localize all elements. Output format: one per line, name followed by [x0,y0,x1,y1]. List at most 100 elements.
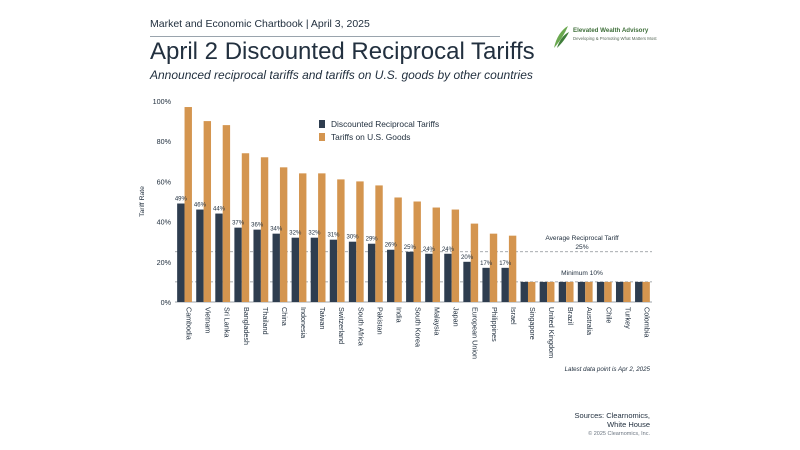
bar-tariffs-on-us-goods [451,209,460,302]
bar-discounted [635,281,643,302]
bar-tariffs-on-us-goods [527,281,536,302]
y-axis-label: Tariff Rate [139,186,146,217]
x-tick-label: Sri Lanka [223,307,232,337]
bar-data-label: 36% [251,223,264,229]
bar-tariffs-on-us-goods [222,125,231,303]
bar-data-label: 49% [175,197,188,203]
bar-data-label: 46% [194,203,207,209]
legend-swatch-discounted [319,120,325,128]
bar-tariffs-on-us-goods [241,153,250,302]
x-tick-label: Japan [452,307,461,327]
bar-discounted [272,233,280,302]
latest-data-note: Latest data point is Apr 2, 2025 [564,366,650,373]
bar-discounted [387,249,395,302]
bar-tariffs-on-us-goods [203,121,212,302]
logo-name: Elevated Wealth Advisory [573,27,649,34]
reference-line-label: Average Reciprocal Tariff [545,235,618,242]
bar-data-label: 17% [499,261,512,267]
bar-discounted [539,281,548,302]
x-tick-label: Cambodia [185,307,194,340]
bar-discounted [329,239,338,302]
bar-tariffs-on-us-goods [184,107,192,302]
x-tick-label: South Africa [356,307,365,346]
x-tick-label: Turkey [623,307,632,329]
bar-discounted [234,227,242,302]
bar-tariffs-on-us-goods [375,185,383,302]
reference-line-label: Minimum 10% [561,270,603,277]
x-tick-label: Malaysia [433,307,442,335]
page-subtitle: Announced reciprocal tariffs and tariffs… [150,68,533,82]
bar-data-label: 25% [404,245,417,251]
bar-discounted [596,281,605,302]
x-tick-label: Israel [509,307,518,325]
bar-data-label: 31% [327,233,340,239]
bar-discounted [444,253,452,302]
bar-data-label: 44% [213,207,226,213]
bar-tariffs-on-us-goods [279,167,288,302]
bar-tariffs-on-us-goods [547,281,555,302]
x-tick-label: China [280,307,289,326]
bar-tariffs-on-us-goods [299,173,307,302]
x-tick-label: Pakistan [375,307,384,335]
reference-line-value: 25% [575,244,588,251]
bar-data-label: 32% [289,231,302,237]
x-tick-label: United Kingdom [547,307,556,358]
bar-data-label: 29% [366,237,379,243]
x-tick-label: Bangladesh [242,307,251,345]
bar-discounted [253,229,261,302]
legend-label-discounted: Discounted Reciprocal Tariffs [331,119,439,129]
leaf-icon [554,26,569,48]
bar-tariffs-on-us-goods [566,281,574,302]
bar-discounted [177,203,185,302]
x-tick-label: Switzerland [337,307,346,344]
x-tick-label: Colombia [642,307,651,337]
bar-discounted [558,281,567,302]
x-tick-label: Indonesia [299,307,308,338]
bar-tariffs-on-us-goods [318,173,326,302]
bar-data-label: 30% [347,235,360,241]
x-tick-label: South Korea [414,307,423,347]
header-divider [150,36,500,37]
bar-tariffs-on-us-goods [585,281,593,302]
bar-discounted [310,237,319,302]
page-title: April 2 Discounted Reciprocal Tariffs [150,38,535,65]
bar-discounted [367,243,376,302]
y-tick-label: 60% [157,177,172,186]
x-tick-label: Australia [585,307,594,335]
y-tick-label: 0% [161,298,172,307]
x-tick-label: European Union [471,307,480,359]
bar-data-label: 17% [480,261,493,267]
x-tick-label: Brazil [566,307,575,325]
x-tick-label: Taiwan [318,307,327,329]
x-tick-label: Vietnam [204,307,213,333]
bar-data-label: 20% [461,255,474,261]
y-tick-label: 20% [157,258,172,267]
bar-tariffs-on-us-goods [260,157,269,302]
x-tick-label: Philippines [490,307,499,342]
bar-discounted [348,241,357,302]
copyright: © 2025 Clearnomics, Inc. [588,431,650,437]
bar-tariffs-on-us-goods [604,281,612,302]
sources-line-1: Sources: Clearnomics, [574,411,650,420]
chartbook-header: Market and Economic Chartbook | April 3,… [150,18,370,30]
logo-tagline: Developing & Promoting What Matters Most [573,36,657,41]
bar-tariffs-on-us-goods [642,281,650,302]
y-tick-label: 100% [153,97,172,106]
bar-discounted [577,281,586,302]
bar-tariffs-on-us-goods [337,179,345,302]
sources-line-2: White House [607,420,650,429]
legend-swatch-tariffs [319,133,325,141]
bar-tariffs-on-us-goods [394,197,402,302]
bar-tariffs-on-us-goods [508,235,517,302]
bar-discounted [482,267,490,302]
bar-tariffs-on-us-goods [413,201,421,302]
bar-discounted [425,253,433,302]
bar-discounted [463,261,471,302]
bar-data-label: 32% [308,231,321,237]
y-tick-label: 80% [157,137,172,146]
bar-data-label: 24% [442,247,455,253]
bar-discounted [291,237,300,302]
bar-tariffs-on-us-goods [623,281,631,302]
bar-discounted [615,281,624,302]
